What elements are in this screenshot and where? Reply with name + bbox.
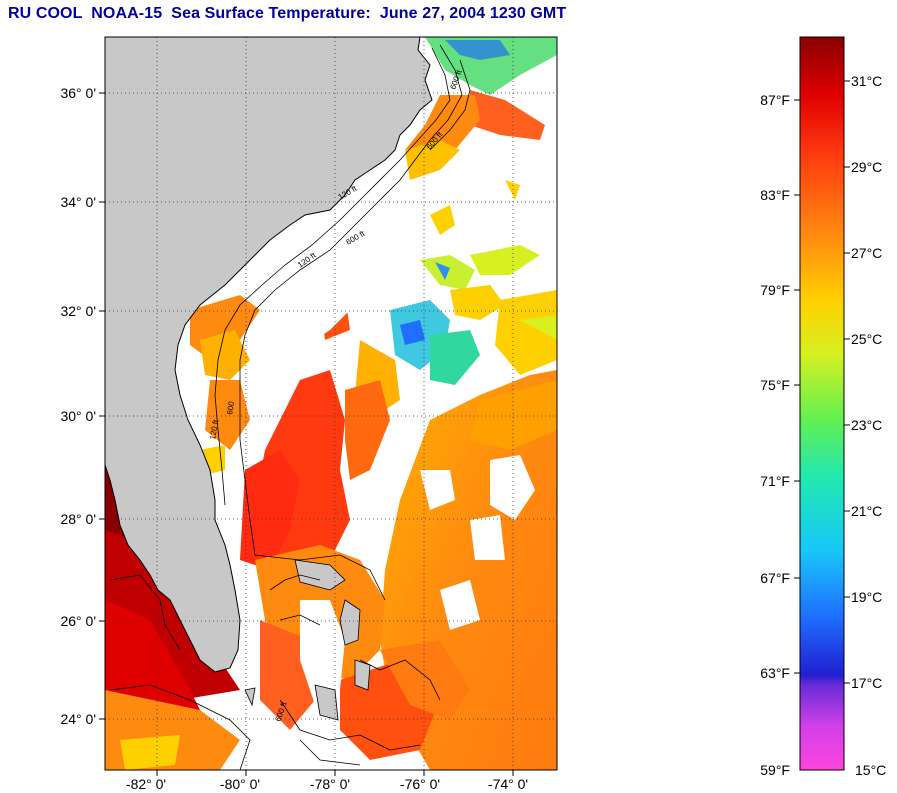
land <box>105 37 433 673</box>
fahrenheit-label: 83°F <box>760 187 790 203</box>
celsius-label: 19°C <box>851 589 882 605</box>
lon-label: -80° 0' <box>220 776 260 792</box>
lat-label: 36° 0' <box>60 85 96 101</box>
lon-label: -74° 0' <box>488 776 528 792</box>
celsius-label: 15°C <box>855 762 886 778</box>
fahrenheit-label: 59°F <box>760 762 790 778</box>
fahrenheit-label: 67°F <box>760 570 790 586</box>
map-area: 120 ft 600 ft 120 ft 600 ft 600 ft 600 1… <box>105 37 557 770</box>
celsius-label: 29°C <box>851 159 882 175</box>
celsius-label: 23°C <box>851 417 882 433</box>
celsius-label: 17°C <box>851 675 882 691</box>
fahrenheit-label: 71°F <box>760 473 790 489</box>
graticule <box>105 37 557 770</box>
longitude-axis: -82° 0' -80° 0' -78° 0' -76° 0' -74° 0' <box>126 770 528 792</box>
lat-label: 30° 0' <box>60 408 96 424</box>
colorbar-gradient <box>800 37 844 770</box>
bahamas-islands <box>244 559 371 721</box>
colorbar-frame <box>799 36 845 771</box>
colorbar: 87°F 83°F 79°F 75°F 71°F 67°F 63°F 59°F … <box>760 36 886 778</box>
celsius-label: 31°C <box>851 73 882 89</box>
lat-label: 28° 0' <box>60 511 96 527</box>
lon-label: -78° 0' <box>310 776 350 792</box>
lat-label: 26° 0' <box>60 613 96 629</box>
lon-label: -76° 0' <box>400 776 440 792</box>
lat-label: 24° 0' <box>60 711 96 727</box>
bathymetry-contours <box>109 44 471 770</box>
map-frame <box>104 36 558 771</box>
lat-label: 32° 0' <box>60 303 96 319</box>
fahrenheit-scale: 87°F 83°F 79°F 75°F 71°F 67°F 63°F 59°F <box>760 92 800 778</box>
contour-label: 600 <box>225 400 236 415</box>
celsius-label: 25°C <box>851 331 882 347</box>
map-title: RU COOL NOAA-15 Sea Surface Temperature:… <box>8 5 567 22</box>
latitude-axis: 36° 0' 34° 0' 32° 0' 30° 0' 28° 0' 26° 0… <box>60 85 105 727</box>
celsius-label: 27°C <box>851 245 882 261</box>
fahrenheit-label: 79°F <box>760 282 790 298</box>
lon-label: -82° 0' <box>126 776 166 792</box>
fahrenheit-label: 75°F <box>760 377 790 393</box>
cloud-masks <box>280 260 535 705</box>
celsius-scale: 31°C 29°C 27°C 25°C 23°C 21°C 19°C 17°C … <box>844 73 886 778</box>
contour-label: 120 ft <box>208 418 220 440</box>
celsius-label: 21°C <box>851 503 882 519</box>
lat-label: 34° 0' <box>60 194 96 210</box>
fahrenheit-label: 63°F <box>760 665 790 681</box>
fahrenheit-label: 87°F <box>760 92 790 108</box>
